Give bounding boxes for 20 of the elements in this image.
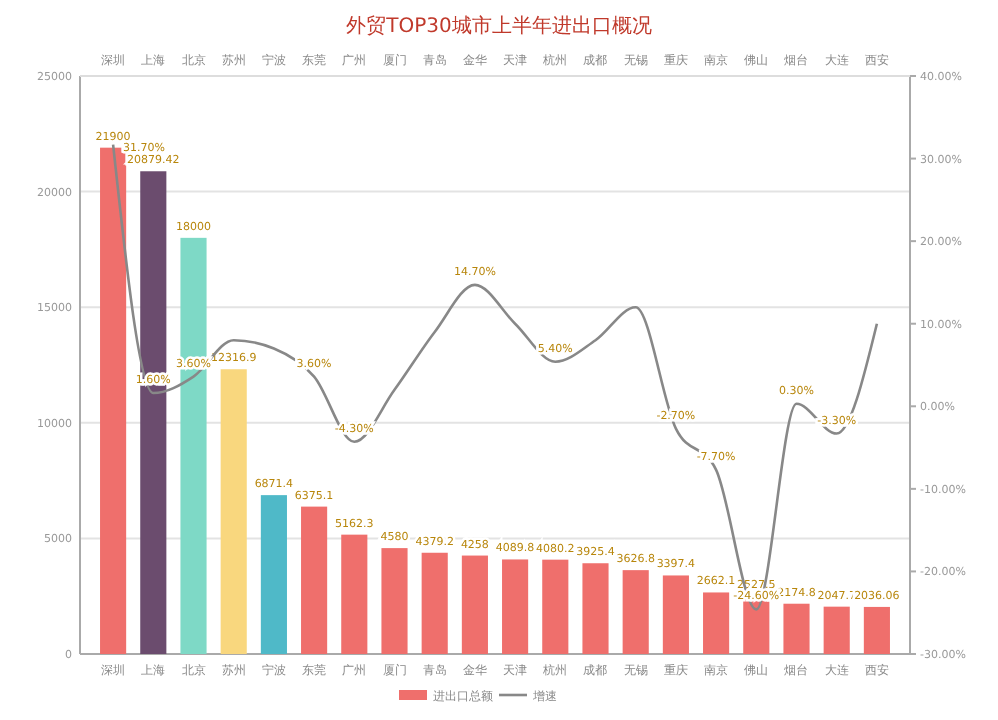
bar — [863, 606, 890, 654]
bar — [140, 171, 167, 654]
bar — [220, 369, 247, 654]
bar — [421, 552, 448, 654]
bar — [180, 237, 207, 654]
bar — [662, 575, 689, 654]
bar — [783, 603, 810, 654]
bar — [381, 548, 408, 654]
bar — [542, 559, 569, 654]
chart-title: 外贸TOP30城市上半年进出口概况 — [346, 14, 652, 38]
bar — [260, 495, 287, 654]
bar — [341, 534, 368, 654]
bar — [703, 592, 730, 654]
bar — [502, 559, 529, 654]
bar — [823, 606, 850, 654]
bar — [100, 147, 127, 654]
bar — [301, 506, 328, 654]
bar — [582, 563, 609, 654]
bar — [622, 570, 649, 654]
bar — [461, 555, 488, 654]
